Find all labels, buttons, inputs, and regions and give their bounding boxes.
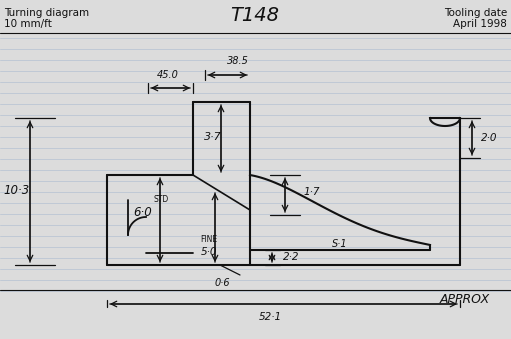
Text: April 1998: April 1998 xyxy=(453,19,507,29)
Text: Turning diagram: Turning diagram xyxy=(4,8,89,18)
Text: 10 mm/ft: 10 mm/ft xyxy=(4,19,52,29)
Text: 0·6: 0·6 xyxy=(214,278,230,288)
Text: 1·7: 1·7 xyxy=(303,187,319,197)
Text: T148: T148 xyxy=(230,6,280,25)
Text: 2·2: 2·2 xyxy=(283,252,299,262)
Text: Tooling date: Tooling date xyxy=(444,8,507,18)
Text: 45.0: 45.0 xyxy=(157,70,179,80)
Text: 2·0: 2·0 xyxy=(481,133,498,143)
Text: S·1: S·1 xyxy=(332,239,348,249)
Text: FINE: FINE xyxy=(200,236,218,244)
Text: STD: STD xyxy=(153,196,168,204)
Text: 10·3: 10·3 xyxy=(3,183,29,197)
Text: APPROX: APPROX xyxy=(440,293,490,306)
Text: 3·7: 3·7 xyxy=(204,132,222,142)
Text: 6·0: 6·0 xyxy=(133,205,152,219)
Text: 5·0: 5·0 xyxy=(201,247,217,257)
Text: 52·1: 52·1 xyxy=(259,312,282,322)
Text: 38.5: 38.5 xyxy=(227,56,249,66)
